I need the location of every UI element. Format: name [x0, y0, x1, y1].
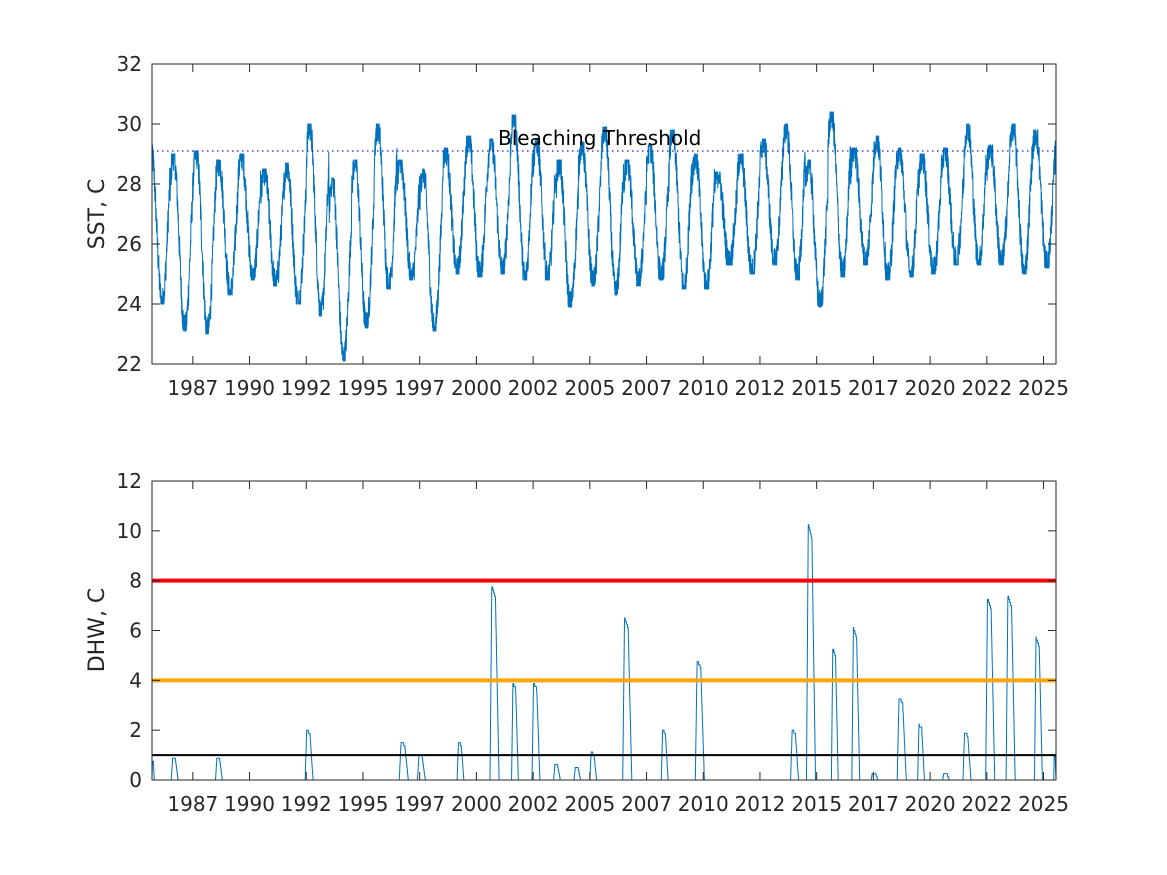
y-tick-label: 2 — [129, 718, 142, 742]
dhw-ticks-layer: 1987 1990 1992 1995 1997 2000 2002 2005 2007 2010… — [117, 469, 1069, 816]
x-tick-label: 2015 — [791, 376, 842, 400]
x-tick-label: 2002 — [508, 376, 559, 400]
x-tick-label: 2025 — [1018, 376, 1069, 400]
x-tick-label: 1997 — [394, 792, 445, 816]
dhw-panel: 1987 1990 1992 1995 1997 2000 2002 2005 2007 2010… — [85, 469, 1069, 816]
y-tick-label: 28 — [117, 172, 142, 196]
x-tick-label: 2005 — [564, 376, 615, 400]
x-tick-label: 1992 — [281, 792, 332, 816]
x-tick-label: 2010 — [678, 376, 729, 400]
x-tick-label: 2000 — [451, 376, 502, 400]
y-tick-label: 24 — [117, 292, 142, 316]
y-tick-label: 4 — [129, 668, 142, 692]
x-tick-label: 2012 — [735, 792, 786, 816]
x-tick-label: 2022 — [961, 376, 1012, 400]
x-tick-label: 1992 — [281, 376, 332, 400]
x-tick-label: 2017 — [848, 792, 899, 816]
x-tick-label: 2000 — [451, 792, 502, 816]
x-tick-label: 2020 — [905, 376, 956, 400]
sst-ylabel: SST, C — [85, 179, 110, 250]
y-tick-label: 30 — [117, 112, 142, 136]
x-tick-label: 1987 — [167, 792, 218, 816]
x-tick-label: 1997 — [394, 376, 445, 400]
sst-panel: 1987 1990 1992 1995 1997 2000 2002 2005 2007 2010… — [85, 52, 1069, 400]
x-tick-label: 2010 — [678, 792, 729, 816]
y-tick-label: 0 — [129, 768, 142, 792]
dhw-ylabel: DHW, C — [85, 588, 110, 673]
x-tick-label: 2007 — [621, 376, 672, 400]
bleaching-threshold-label: Bleaching Threshold — [498, 126, 701, 150]
y-tick-label: 10 — [117, 519, 142, 543]
y-tick-label: 32 — [117, 52, 142, 76]
dhw-plot-area — [152, 481, 1056, 780]
x-tick-label: 1990 — [224, 376, 275, 400]
x-tick-label: 2012 — [735, 376, 786, 400]
sst-ticks-layer: 1987 1990 1992 1995 1997 2000 2002 2005 2007 2010… — [117, 52, 1069, 400]
sst-series-layer — [151, 111, 1057, 362]
x-tick-label: 2007 — [621, 792, 672, 816]
x-tick-label: 1995 — [338, 376, 389, 400]
x-tick-label: 2005 — [564, 792, 615, 816]
sst-series-line — [151, 111, 1057, 362]
y-tick-label: 26 — [117, 232, 142, 256]
sst-plot-area — [152, 64, 1056, 364]
x-tick-label: 1995 — [338, 792, 389, 816]
y-tick-label: 22 — [117, 352, 142, 376]
x-tick-label: 2025 — [1018, 792, 1069, 816]
x-tick-label: 1990 — [224, 792, 275, 816]
x-tick-label: 1987 — [167, 376, 218, 400]
y-tick-label: 6 — [129, 619, 142, 643]
x-tick-label: 2002 — [508, 792, 559, 816]
x-tick-label: 2022 — [961, 792, 1012, 816]
x-tick-label: 2020 — [905, 792, 956, 816]
y-tick-label: 12 — [117, 469, 142, 493]
y-tick-label: 8 — [129, 569, 142, 593]
x-tick-label: 2017 — [848, 376, 899, 400]
x-tick-label: 2015 — [791, 792, 842, 816]
